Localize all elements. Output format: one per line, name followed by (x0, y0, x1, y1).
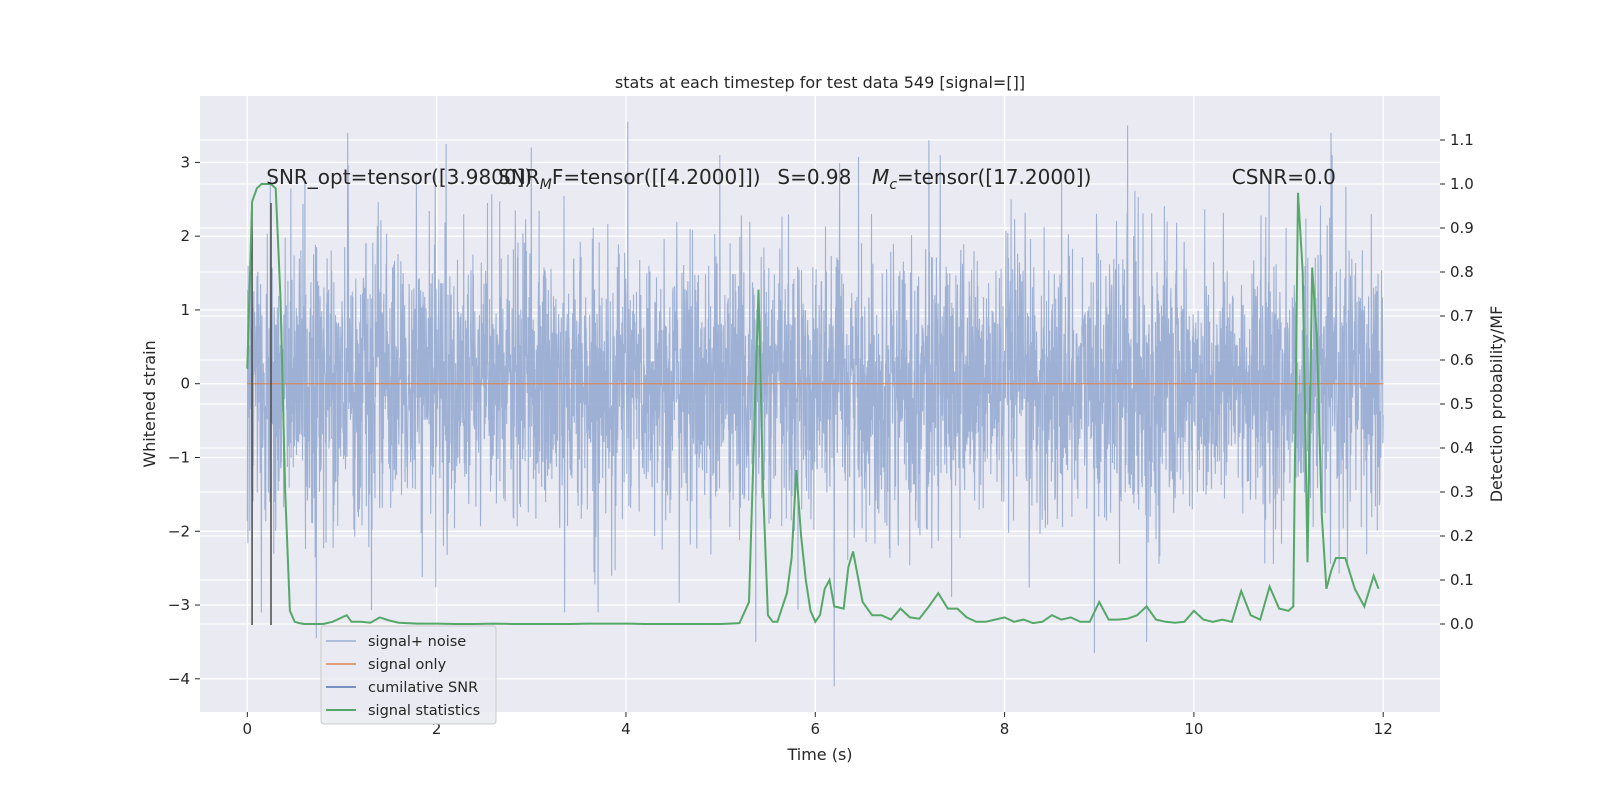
series-signal-statistics-line (246, 183, 1380, 625)
y-tick-label-0: 3 (180, 153, 190, 171)
legend-label-1: signal only (368, 657, 447, 673)
y2-tick-label-4: 0.7 (1450, 307, 1474, 325)
x-tick-label-1: 2 (432, 720, 442, 738)
chart-title: stats at each timestep for test data 549… (615, 73, 1025, 92)
x-axis-ticks: 0 2 4 6 8 10 12 (243, 712, 1393, 738)
y2-tick-label-1: 1.0 (1450, 175, 1474, 193)
x-tick-label-6: 12 (1374, 720, 1393, 738)
annotation-snr-mf: SNRMF=tensor([[4.2000]]) (498, 165, 760, 193)
y2-tick-label-2: 0.9 (1450, 219, 1474, 237)
y-axis-ticks: 3 2 1 0 −1 −2 −3 −4 (168, 153, 200, 688)
y2-tick-label-5: 0.6 (1450, 351, 1474, 369)
annotation-s: S=0.98 (777, 165, 851, 189)
y2-tick-label-10: 0.1 (1450, 571, 1474, 589)
legend-label-0: signal+ noise (368, 634, 466, 650)
x-tick-label-2: 4 (621, 720, 631, 738)
annotations: SNR_opt=tensor([3.9800])SNRMF=tensor([[4… (266, 165, 1336, 193)
y-axis-label: Whitened strain (140, 340, 159, 467)
y2-tick-label-9: 0.2 (1450, 527, 1474, 545)
y2-tick-label-3: 0.8 (1450, 263, 1474, 281)
y-tick-label-3: 0 (180, 375, 190, 393)
legend: signal+ noise signal only cumilative SNR si… (320, 625, 497, 725)
series-layer (246, 121, 1384, 687)
legend-label-2: cumilative SNR (368, 680, 478, 696)
y-tick-label-7: −4 (168, 670, 190, 688)
y-tick-label-5: −2 (168, 522, 190, 540)
y2-tick-label-0: 1.1 (1450, 131, 1474, 149)
x-tick-label-4: 8 (1000, 720, 1010, 738)
annotation-csnr: CSNR=0.0 (1232, 165, 1336, 189)
y-tick-label-1: 2 (180, 227, 190, 245)
y2-tick-label-8: 0.3 (1450, 483, 1474, 501)
annotation-mc: Mc=tensor([17.2000]) (872, 165, 1091, 193)
x-tick-label-5: 10 (1184, 720, 1203, 738)
y2-tick-label-6: 0.5 (1450, 395, 1474, 413)
series-signal-noise-line (246, 121, 1384, 687)
y2-axis-label: Detection probability/MF (1487, 306, 1506, 503)
x-tick-label-3: 6 (810, 720, 820, 738)
x-axis-label: Time (s) (786, 745, 852, 764)
legend-box (320, 625, 497, 725)
legend-label-3: signal statistics (368, 703, 480, 719)
y-tick-label-6: −3 (168, 596, 190, 614)
y-tick-label-2: 1 (180, 301, 190, 319)
annotation-snr-opt: SNR_opt=tensor([3.9800]) (266, 165, 532, 189)
y-tick-label-4: −1 (168, 448, 190, 466)
y2-tick-label-7: 0.4 (1450, 439, 1474, 457)
y2-tick-label-11: 0.0 (1450, 615, 1474, 633)
x-tick-label-0: 0 (243, 720, 253, 738)
y2-axis-ticks: 1.1 1.0 0.9 0.8 0.7 0.6 0.5 0.4 0.3 0.2 0.1 0.0 (1440, 131, 1474, 633)
